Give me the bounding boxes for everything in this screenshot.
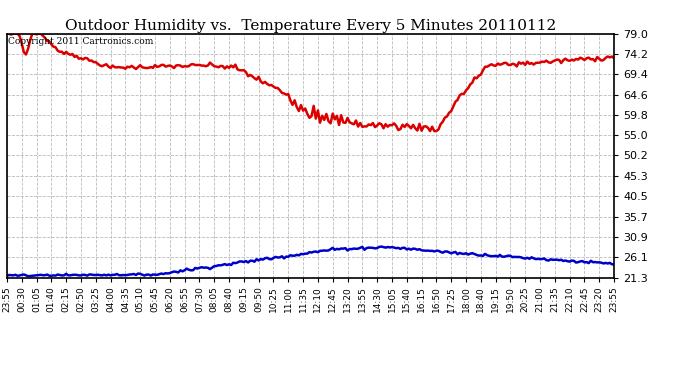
Title: Outdoor Humidity vs.  Temperature Every 5 Minutes 20110112: Outdoor Humidity vs. Temperature Every 5… [65,19,556,33]
Text: Copyright 2011 Cartronics.com: Copyright 2011 Cartronics.com [8,38,153,46]
